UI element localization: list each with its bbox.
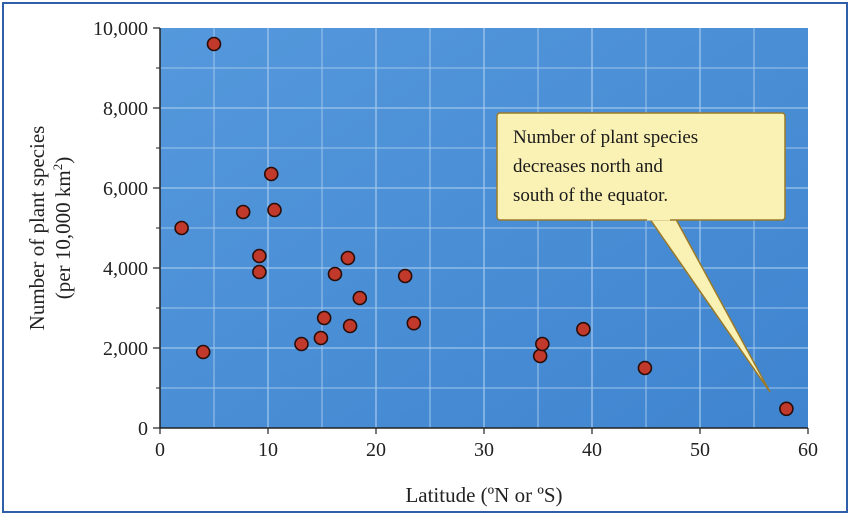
data-point [535,336,550,352]
data-point [313,330,329,346]
data-point [576,321,591,337]
data-point [195,344,211,360]
y-axis-title-line-2: (per 10,000 km2) [50,157,75,299]
y-tick-labels: 0 2,000 4,000 6,000 8,000 10,000 [93,18,160,440]
y-tick-label: 10,000 [93,18,148,40]
y-tick-label: 2,000 [103,338,148,360]
y-tick-label: 0 [138,418,148,440]
callout-line-1: Number of plant species [513,127,698,148]
data-point [316,310,332,326]
annotation-callout: Number of plant species decreases north … [496,112,786,393]
data-point [340,250,356,266]
x-tick-label: 50 [690,439,710,461]
data-point [252,264,267,280]
x-axis-title: Latitude (ºN or ºS) [405,483,562,507]
callout-line-2: decreases north and [513,156,663,177]
data-point [294,336,309,352]
y-tick-label: 6,000 [103,178,148,200]
y-tick-label: 4,000 [103,258,148,280]
y-axis-title-line-1: Number of plant species [25,126,49,331]
data-point [637,360,653,376]
data-point [342,318,358,334]
data-point [174,220,189,236]
x-tick-label: 40 [582,439,602,461]
data-point [267,202,282,218]
data-point [406,315,422,331]
data-point [532,348,548,364]
data-point [252,248,267,264]
data-point [397,268,413,284]
data-point [263,166,279,182]
x-tick-label: 60 [798,439,818,461]
x-tick-labels: 0 10 20 30 40 50 60 [155,428,818,461]
x-tick-label: 20 [366,439,386,461]
data-point [352,290,368,306]
data-points [174,36,794,417]
data-point [779,401,794,417]
data-point [327,266,343,282]
y-axis-title: Number of plant species (per 10,000 km2) [25,126,75,331]
x-tick-label: 0 [155,439,165,461]
callout-box [496,112,786,221]
x-tick-label: 30 [474,439,494,461]
grid-lines [160,28,808,428]
y-tick-label: 8,000 [103,98,148,120]
x-tick-label: 10 [258,439,278,461]
callout-line-3: south of the equator. [513,185,668,206]
data-point [206,36,222,52]
data-point [235,204,251,220]
